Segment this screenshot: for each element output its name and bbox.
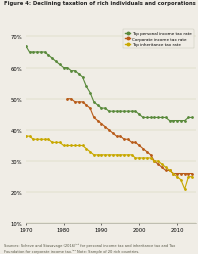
Text: Sources: Scheve and Stasavage (2016)ⁱ²³ for personal income tax and inheritance : Sources: Scheve and Stasavage (2016)ⁱ²³ … xyxy=(4,242,175,253)
Text: Figure 4: Declining taxation of rich individuals and corporations: Figure 4: Declining taxation of rich ind… xyxy=(4,1,196,6)
Legend: Top personal income tax rate, Corporate income tax rate, Top inheritance tax rat: Top personal income tax rate, Corporate … xyxy=(123,30,194,49)
